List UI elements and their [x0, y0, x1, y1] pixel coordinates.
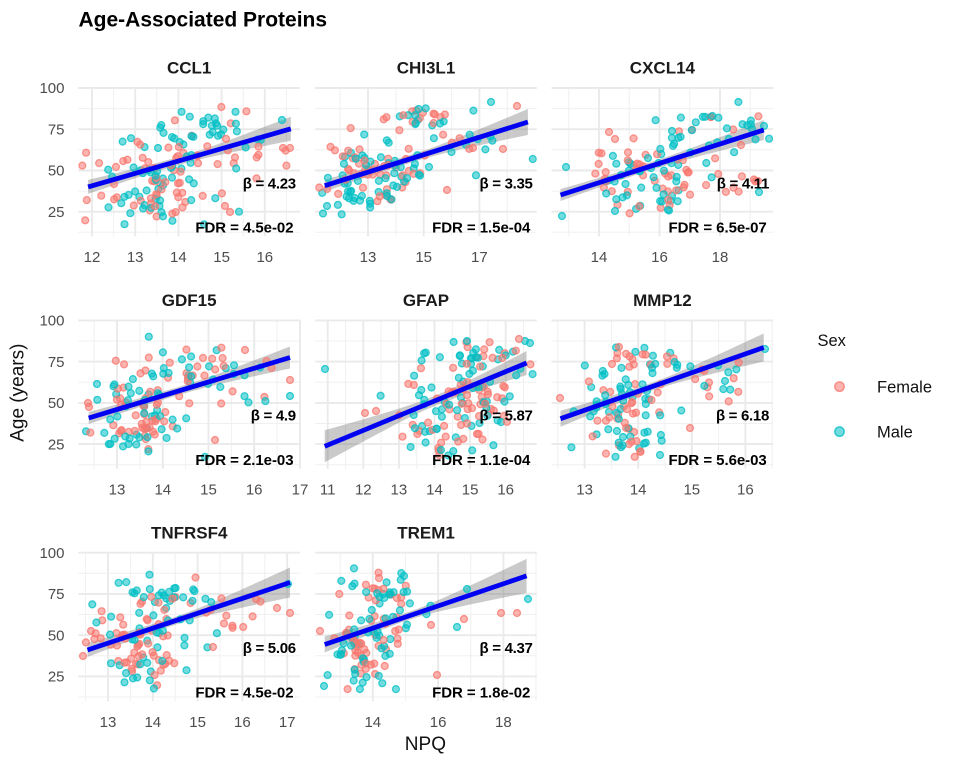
- svg-text:CHI3L1: CHI3L1: [397, 59, 456, 78]
- svg-text:Female: Female: [877, 378, 932, 396]
- svg-text:16: 16: [651, 249, 668, 266]
- svg-text:Male: Male: [877, 423, 913, 441]
- svg-text:TREM1: TREM1: [397, 523, 455, 542]
- svg-text:13: 13: [127, 249, 144, 266]
- svg-text:MMP12: MMP12: [633, 291, 692, 310]
- svg-text:12: 12: [84, 249, 101, 266]
- svg-text:12: 12: [355, 482, 372, 499]
- svg-text:Age (years): Age (years): [7, 344, 28, 442]
- svg-text:FDR = 6.5e-07: FDR = 6.5e-07: [669, 220, 767, 237]
- svg-text:50: 50: [48, 395, 65, 412]
- svg-text:Sex: Sex: [818, 332, 847, 350]
- svg-text:β = 4.11: β = 4.11: [717, 175, 769, 192]
- svg-text:FDR = 4.5e-02: FDR = 4.5e-02: [195, 220, 293, 237]
- svg-text:17: 17: [279, 714, 296, 731]
- svg-text:18: 18: [495, 714, 512, 731]
- svg-text:13: 13: [360, 249, 377, 266]
- svg-text:15: 15: [415, 249, 432, 266]
- svg-text:FDR = 1.5e-04: FDR = 1.5e-04: [432, 220, 531, 237]
- svg-text:16: 16: [430, 714, 447, 731]
- svg-text:14: 14: [591, 249, 608, 266]
- svg-text:13: 13: [576, 482, 593, 499]
- svg-text:13: 13: [391, 482, 408, 499]
- svg-text:17: 17: [292, 482, 309, 499]
- svg-text:14: 14: [630, 482, 647, 499]
- svg-text:16: 16: [256, 249, 273, 266]
- svg-text:FDR = 1.8e-02: FDR = 1.8e-02: [432, 684, 530, 701]
- svg-text:16: 16: [737, 482, 754, 499]
- svg-text:50: 50: [48, 163, 65, 180]
- svg-text:GFAP: GFAP: [403, 291, 449, 310]
- svg-text:25: 25: [48, 669, 65, 686]
- svg-text:15: 15: [189, 714, 206, 731]
- svg-text:β = 5.06: β = 5.06: [243, 640, 296, 657]
- svg-text:100: 100: [39, 545, 64, 562]
- svg-text:GDF15: GDF15: [162, 291, 217, 310]
- svg-text:16: 16: [234, 714, 251, 731]
- svg-text:11: 11: [320, 482, 336, 499]
- svg-text:14: 14: [426, 482, 443, 499]
- svg-text:β = 5.87: β = 5.87: [480, 408, 533, 425]
- svg-text:14: 14: [364, 714, 381, 731]
- svg-text:16: 16: [497, 482, 514, 499]
- svg-text:NPQ: NPQ: [405, 734, 446, 755]
- svg-text:13: 13: [100, 714, 117, 731]
- svg-text:β = 4.37: β = 4.37: [480, 640, 533, 657]
- svg-text:FDR = 5.6e-03: FDR = 5.6e-03: [669, 452, 767, 469]
- svg-text:17: 17: [471, 249, 488, 266]
- svg-text:25: 25: [48, 436, 65, 453]
- svg-text:Age-Associated Proteins: Age-Associated Proteins: [79, 9, 328, 32]
- svg-text:FDR = 1.1e-04: FDR = 1.1e-04: [432, 452, 531, 469]
- svg-text:100: 100: [39, 313, 64, 330]
- svg-text:β = 4.23: β = 4.23: [243, 175, 296, 192]
- svg-text:TNFRSF4: TNFRSF4: [151, 523, 228, 542]
- svg-text:75: 75: [48, 121, 65, 138]
- svg-text:CCL1: CCL1: [167, 59, 211, 78]
- svg-text:16: 16: [246, 482, 263, 499]
- svg-text:CXCL14: CXCL14: [630, 59, 696, 78]
- svg-text:β = 6.18: β = 6.18: [716, 408, 769, 425]
- svg-text:75: 75: [48, 586, 65, 603]
- svg-text:15: 15: [213, 249, 230, 266]
- svg-text:FDR = 2.1e-03: FDR = 2.1e-03: [195, 452, 293, 469]
- svg-text:14: 14: [170, 249, 187, 266]
- svg-text:14: 14: [154, 482, 171, 499]
- svg-text:100: 100: [39, 80, 64, 97]
- svg-text:25: 25: [48, 204, 65, 221]
- svg-text:50: 50: [48, 627, 65, 644]
- svg-text:15: 15: [200, 482, 217, 499]
- svg-text:β = 4.9: β = 4.9: [251, 408, 296, 425]
- svg-text:75: 75: [48, 354, 65, 371]
- svg-text:FDR = 4.5e-02: FDR = 4.5e-02: [195, 684, 293, 701]
- svg-text:13: 13: [109, 482, 126, 499]
- svg-text:14: 14: [144, 714, 161, 731]
- svg-text:β = 3.35: β = 3.35: [480, 175, 533, 192]
- svg-text:15: 15: [683, 482, 700, 499]
- svg-text:15: 15: [462, 482, 479, 499]
- svg-text:18: 18: [712, 249, 729, 266]
